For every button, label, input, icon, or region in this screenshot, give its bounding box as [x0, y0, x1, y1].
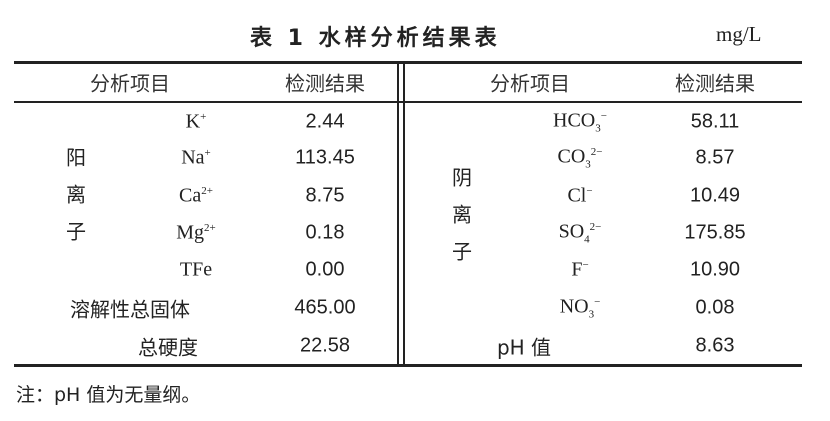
ph-label: pH 值: [496, 335, 552, 360]
ion-label: HCO3−: [553, 109, 607, 135]
header-item-left: 分析项目: [90, 71, 170, 96]
ion-value: 8.75: [305, 184, 345, 207]
ion-label: K+: [185, 110, 207, 133]
table-title: 表 1 水样分析结果表: [250, 26, 501, 51]
ion-value: 10.49: [689, 184, 741, 207]
ion-label: F−: [571, 258, 589, 281]
ion-value: 10.90: [689, 258, 741, 281]
header-result-left: 检测结果: [285, 71, 365, 96]
ion-value: 0.18: [305, 221, 345, 244]
ion-value: 0.00: [305, 258, 345, 281]
cation-group-label: 阳离子: [66, 145, 86, 244]
ion-label: Cl−: [567, 184, 593, 207]
ion-label: CO32−: [557, 145, 603, 171]
ion-label: Na+: [181, 146, 211, 169]
table-note: 注：pH 值为无量纲。: [16, 384, 201, 406]
ion-label: SO42−: [558, 220, 602, 246]
double-divider-right: [403, 62, 405, 366]
ion-label: NO3−: [559, 295, 601, 321]
hardness-label: 总硬度: [138, 335, 198, 360]
ion-value: 8.57: [695, 146, 735, 169]
ion-value: 2.44: [305, 110, 345, 133]
bottom-rule: [14, 364, 802, 367]
ion-value: 58.11: [690, 110, 740, 133]
header-result-right: 检测结果: [675, 71, 755, 96]
tds-value: 465.00: [294, 296, 356, 319]
ph-value: 8.63: [695, 334, 735, 357]
ion-label: TFe: [179, 258, 213, 281]
hardness-value: 22.58: [299, 334, 351, 357]
header-item-right: 分析项目: [490, 71, 570, 96]
anion-group-label: 阴离子: [452, 165, 472, 264]
ion-value: 175.85: [684, 221, 746, 244]
ion-label: Ca2+: [179, 184, 213, 207]
ion-value: 113.45: [295, 146, 355, 169]
ion-label: Mg2+: [176, 221, 216, 244]
unit-label: mg/L: [716, 22, 762, 46]
tds-label: 溶解性总固体: [70, 297, 190, 322]
header-rule: [14, 101, 802, 103]
double-divider-left: [397, 62, 399, 366]
ion-value: 0.08: [695, 296, 735, 319]
top-rule: [14, 61, 802, 64]
